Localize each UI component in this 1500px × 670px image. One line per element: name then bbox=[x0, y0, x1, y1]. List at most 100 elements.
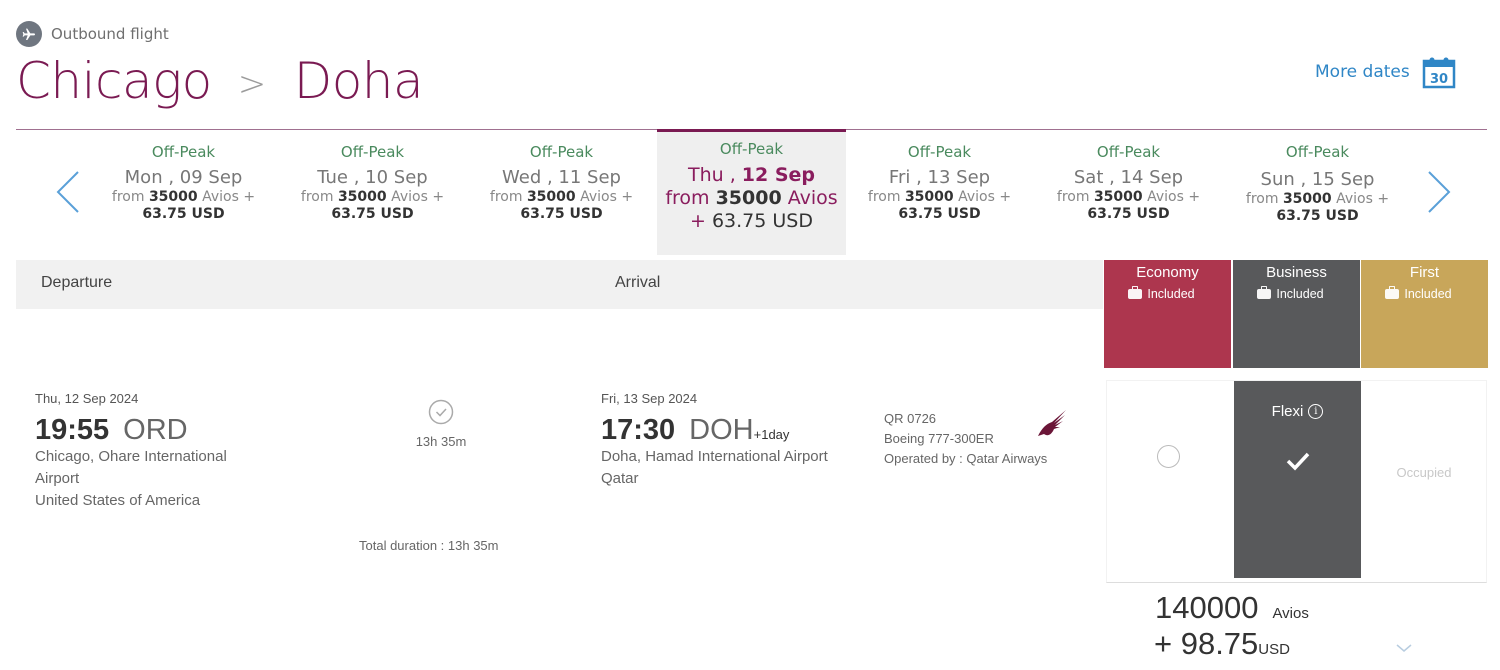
peak-label: Off-Peak bbox=[1096, 143, 1161, 161]
price-usd: 63.75 USD bbox=[898, 206, 981, 222]
cabin-name: First bbox=[1409, 264, 1440, 281]
route-separator: > bbox=[237, 64, 267, 104]
more-dates-link[interactable]: More dates 30 bbox=[1315, 55, 1456, 89]
arrival-column-label: Arrival bbox=[615, 274, 661, 291]
price-avios: from 35000 Avios bbox=[665, 187, 838, 209]
duration-label: 13h 35m bbox=[415, 434, 467, 449]
date-option-thu-12-selected[interactable]: Off-Peak Thu , 12 Sep from 35000 Avios +… bbox=[657, 129, 846, 255]
price-usd: 63.75 USD bbox=[1276, 208, 1359, 224]
baggage-icon bbox=[1257, 286, 1272, 299]
peak-label: Off-Peak bbox=[529, 143, 594, 161]
departure-airport-code: ORD bbox=[123, 414, 188, 446]
total-usd-line: + 98.75USD bbox=[1154, 626, 1290, 662]
arrival-country: Qatar bbox=[601, 470, 639, 487]
route-title: Chicago > Doha bbox=[16, 52, 424, 110]
peak-label: Off-Peak bbox=[151, 143, 216, 161]
date-label: Fri , 13 Sep bbox=[888, 167, 991, 188]
economy-radio[interactable] bbox=[1157, 445, 1180, 468]
outbound-label: Outbound flight bbox=[51, 25, 169, 43]
departure-date: Thu, 12 Sep 2024 bbox=[35, 391, 139, 406]
date-label: Mon , 09 Sep bbox=[124, 167, 243, 188]
info-icon[interactable]: i bbox=[1308, 404, 1324, 419]
day-offset: +1day bbox=[753, 427, 790, 442]
cabin-name: Economy bbox=[1136, 264, 1199, 281]
flight-columns-header: Departure Arrival bbox=[16, 260, 1103, 309]
date-selector: Off-Peak Mon , 09 Sep from 35000 Avios +… bbox=[16, 129, 1487, 256]
date-label: Sun , 15 Sep bbox=[1260, 169, 1375, 190]
date-option-wed-11[interactable]: Off-Peak Wed , 11 Sep from 35000 Avios +… bbox=[467, 130, 656, 256]
usd-label: USD bbox=[1258, 641, 1290, 658]
svg-text:30: 30 bbox=[1430, 72, 1448, 87]
price-avios: from 35000 Avios + bbox=[489, 189, 634, 205]
baggage-included: Included bbox=[1092, 286, 1231, 301]
price-avios: from 35000 Avios + bbox=[300, 189, 445, 205]
departure-country: United States of America bbox=[35, 492, 201, 509]
departure-column-label: Departure bbox=[41, 274, 113, 291]
flight-info: QR 0726 Boeing 777-300ER Operated by : Q… bbox=[884, 409, 1047, 469]
total-avios: 140000 bbox=[1155, 590, 1259, 625]
date-option-tue-10[interactable]: Off-Peak Tue , 10 Sep from 35000 Avios +… bbox=[278, 130, 467, 256]
date-label: Sat , 14 Sep bbox=[1073, 167, 1184, 188]
price-avios: from 35000 Avios + bbox=[867, 189, 1012, 205]
peak-label: Off-Peak bbox=[1285, 143, 1350, 161]
arrival-place: Doha, Hamad International Airport Qatar bbox=[601, 446, 861, 490]
price-usd: + 63.75 USD bbox=[690, 210, 813, 232]
qatar-airways-logo-icon bbox=[1038, 410, 1066, 436]
date-option-fri-13[interactable]: Off-Peak Fri , 13 Sep from 35000 Avios +… bbox=[845, 130, 1034, 256]
arrival-airport-name: Doha, Hamad International Airport bbox=[601, 448, 828, 465]
baggage-included: Included bbox=[1221, 286, 1360, 301]
date-label: Wed , 11 Sep bbox=[502, 167, 621, 188]
total-usd: + 98.75 bbox=[1154, 626, 1259, 661]
business-fare-option-selected[interactable]: Flexi i bbox=[1234, 381, 1361, 578]
date-option-mon-09[interactable]: Off-Peak Mon , 09 Sep from 35000 Avios +… bbox=[89, 130, 278, 256]
plane-icon bbox=[16, 21, 42, 47]
checkmark-icon bbox=[1286, 452, 1309, 471]
origin-city: Chicago bbox=[16, 52, 212, 110]
more-dates-label[interactable]: More dates bbox=[1315, 62, 1410, 82]
date-option-sun-15[interactable]: Off-Peak Sun , 15 Sep from 35000 Avios +… bbox=[1223, 130, 1412, 256]
total-price: 140000 Avios + 98.75USD bbox=[1154, 590, 1309, 661]
baggage-included: Included bbox=[1349, 286, 1488, 301]
price-avios: from 35000 Avios + bbox=[1245, 191, 1390, 207]
destination-city: Doha bbox=[293, 52, 424, 110]
next-dates-arrow[interactable] bbox=[1423, 170, 1453, 214]
chevron-down-icon[interactable] bbox=[1394, 642, 1414, 654]
flight-number[interactable]: QR 0726 bbox=[884, 411, 937, 426]
cabin-economy-header[interactable]: Economy Included bbox=[1104, 260, 1231, 368]
cabin-business-header[interactable]: Business Included bbox=[1233, 260, 1360, 368]
date-label: Thu , 12 Sep bbox=[687, 164, 816, 186]
price-usd: 63.75 USD bbox=[520, 206, 603, 222]
aircraft-type: Boeing 777-300ER bbox=[884, 431, 994, 446]
avios-label: Avios bbox=[1272, 605, 1309, 622]
occupied-label: Occupied bbox=[1396, 465, 1452, 480]
date-option-sat-14[interactable]: Off-Peak Sat , 14 Sep from 35000 Avios +… bbox=[1034, 130, 1223, 256]
departure-place: Chicago, Ohare International Airport Uni… bbox=[35, 446, 250, 512]
operated-by: Operated by : Qatar Airways bbox=[884, 451, 1048, 466]
price-avios: from 35000 Avios + bbox=[1056, 189, 1201, 205]
total-duration: Total duration : 13h 35m bbox=[359, 538, 499, 553]
flight-row: Thu, 12 Sep 2024 19:55 ORD Chicago, Ohar… bbox=[16, 378, 1103, 568]
departure-time: 19:55 bbox=[35, 414, 110, 446]
arrival-date: Fri, 13 Sep 2024 bbox=[601, 391, 698, 406]
arrival-time: 17:30 bbox=[601, 414, 676, 446]
cabin-first-header[interactable]: First Included bbox=[1361, 260, 1488, 368]
calendar-icon[interactable]: 30 bbox=[1422, 55, 1456, 89]
departure-time-line: 19:55 ORD bbox=[35, 414, 188, 447]
outbound-flight-header: Outbound flight bbox=[16, 21, 169, 47]
peak-label: Off-Peak bbox=[907, 143, 972, 161]
economy-fare-option[interactable] bbox=[1107, 381, 1234, 578]
arrival-time-line: 17:30 DOH +1day bbox=[601, 414, 789, 447]
price-usd: 63.75 USD bbox=[331, 206, 414, 222]
baggage-icon bbox=[1128, 286, 1143, 299]
date-label: Tue , 10 Sep bbox=[317, 167, 428, 188]
fare-name: Flexi i bbox=[1234, 403, 1361, 420]
previous-dates-arrow[interactable] bbox=[54, 170, 84, 214]
peak-label: Off-Peak bbox=[719, 140, 784, 158]
price-avios: from 35000 Avios + bbox=[111, 189, 256, 205]
baggage-icon bbox=[1385, 286, 1400, 299]
clock-check-icon bbox=[428, 399, 454, 425]
fare-selection: Flexi i Occupied bbox=[1106, 380, 1487, 583]
flight-duration: 13h 35m bbox=[406, 399, 476, 449]
arrival-airport-code: DOH bbox=[689, 414, 754, 446]
cabin-name: Business bbox=[1266, 264, 1327, 281]
